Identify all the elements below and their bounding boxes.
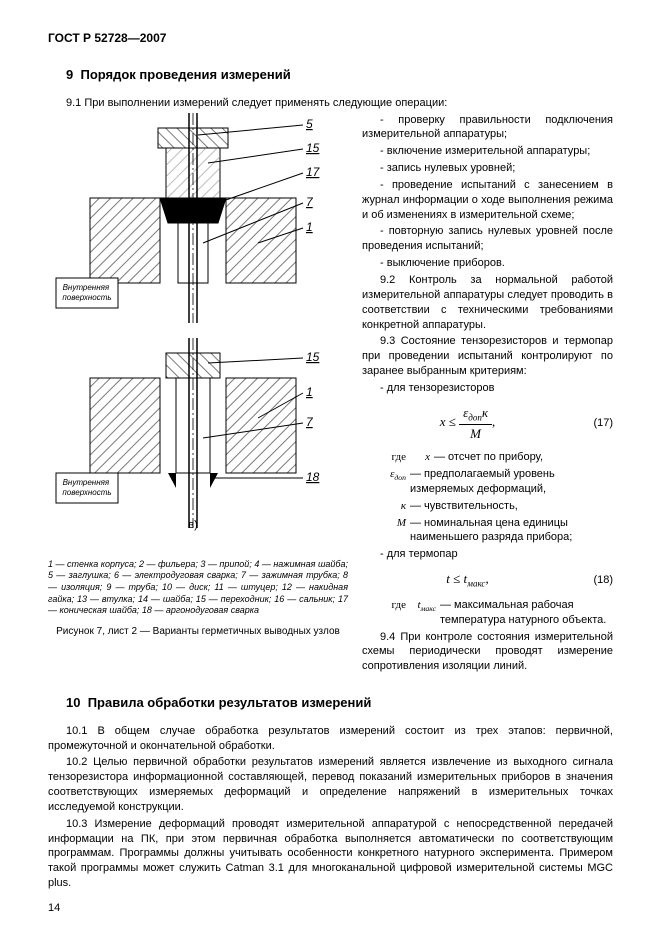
section-9-title: 9 Порядок проведения измерений xyxy=(66,66,613,84)
section-10-num: 10 xyxy=(66,695,80,710)
callout-7-top: 7 xyxy=(306,195,314,209)
figure-legend: 1 — стенка корпуса; 2 — фильера; 3 — при… xyxy=(48,559,348,617)
para-9-2: 9.2 Контроль за нормальной работой измер… xyxy=(362,273,613,332)
formula-18-num: (18) xyxy=(573,573,613,588)
op-2: - включение измерительной аппаратуры; xyxy=(362,144,613,159)
section-10-title: 10 Правила обработки результатов измерен… xyxy=(66,694,613,712)
para-10-2: 10.2 Целью первичной обработки результат… xyxy=(48,755,613,814)
figure-caption: Рисунок 7, лист 2 — Варианты герметичных… xyxy=(48,625,348,639)
callout-1-bottom: 1 xyxy=(306,385,313,399)
where-17-intro: где xyxy=(362,450,410,465)
callout-15-top: 15 xyxy=(306,141,320,155)
para-10-1: 10.1 В общем случае обработка результато… xyxy=(48,724,613,754)
formula-18: t ≤ tмакс, (18) xyxy=(362,570,613,590)
callout-1-top: 1 xyxy=(306,220,313,234)
callout-18: 18 xyxy=(306,470,320,484)
where-17-3: — номинальная цена единицы наименьшего р… xyxy=(410,516,613,546)
op-6: - выключение приборов. xyxy=(362,256,613,271)
formula-17-num: (17) xyxy=(573,416,613,431)
inner-surface-label-top: Внутренняя поверхность xyxy=(62,283,111,302)
op-5: - повторную запись нулевых уровней после… xyxy=(362,224,613,254)
callout-15-bottom: 15 xyxy=(306,350,320,364)
para-10-3: 10.3 Измерение деформаций проводят измер… xyxy=(48,817,613,891)
callout-17: 17 xyxy=(306,165,321,179)
section-10-title-text: Правила обработки результатов измерений xyxy=(88,695,372,710)
callout-5: 5 xyxy=(306,117,313,131)
para-9-4: 9.4 При контроле состояния измерительной… xyxy=(362,630,613,675)
where-18-txt: — максимальная рабочая температура натур… xyxy=(440,598,613,628)
where-17-2: — чувствительность, xyxy=(410,499,613,514)
para-9-3b: - для термопар xyxy=(362,547,613,562)
formula-17: x ≤ εдопк M , (17) xyxy=(362,404,613,442)
doc-header: ГОСТ Р 52728—2007 xyxy=(48,30,613,46)
callout-7-bottom: 7 xyxy=(306,415,314,429)
figure-7: Внутренняя поверхность 5 15 17 7 1 xyxy=(48,113,348,553)
variant-label-v: в) xyxy=(188,519,198,531)
para-9-3: 9.3 Состояние тензорезисторов и термопар… xyxy=(362,334,613,379)
page-number: 14 xyxy=(48,901,60,916)
op-4: - проведение испытаний с занесением в жу… xyxy=(362,178,613,223)
where-17-0: — отсчет по прибору, xyxy=(434,450,613,465)
op-3: - запись нулевых уровней; xyxy=(362,161,613,176)
para-9-3a: - для тензорезисторов xyxy=(362,381,613,396)
section-9-title-text: Порядок проведения измерений xyxy=(80,67,290,82)
op-1: - проверку правильности подключения изме… xyxy=(362,113,613,143)
inner-surface-label-bottom: Внутренняя поверхность xyxy=(62,478,111,497)
para-9-1: 9.1 При выполнении измерений следует при… xyxy=(48,96,613,111)
where-18-intro: где xyxy=(362,598,410,628)
section-9-num: 9 xyxy=(66,67,73,82)
where-17-1: — предполагаемый уровень измеряемых дефо… xyxy=(410,467,613,497)
